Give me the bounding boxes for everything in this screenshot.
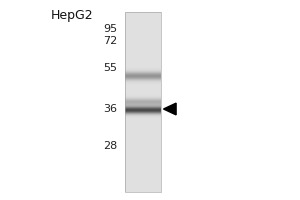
Text: 55: 55 bbox=[103, 63, 117, 73]
Text: HepG2: HepG2 bbox=[51, 9, 93, 22]
Text: 95: 95 bbox=[103, 24, 117, 34]
Text: 72: 72 bbox=[103, 36, 117, 46]
Text: 28: 28 bbox=[103, 141, 117, 151]
Text: 36: 36 bbox=[103, 104, 117, 114]
Polygon shape bbox=[164, 103, 176, 115]
Bar bbox=[124, 12, 160, 192]
